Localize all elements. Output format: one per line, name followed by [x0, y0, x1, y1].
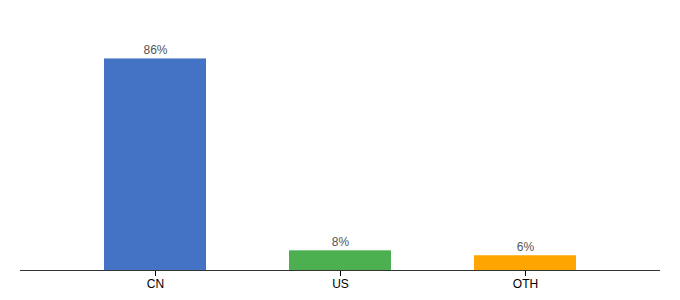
svg-text:CN: CN — [147, 277, 164, 291]
svg-text:US: US — [332, 277, 349, 291]
svg-text:8%: 8% — [332, 235, 350, 249]
svg-text:6%: 6% — [517, 240, 535, 254]
svg-text:OTH: OTH — [513, 277, 538, 291]
svg-text:86%: 86% — [143, 43, 167, 57]
